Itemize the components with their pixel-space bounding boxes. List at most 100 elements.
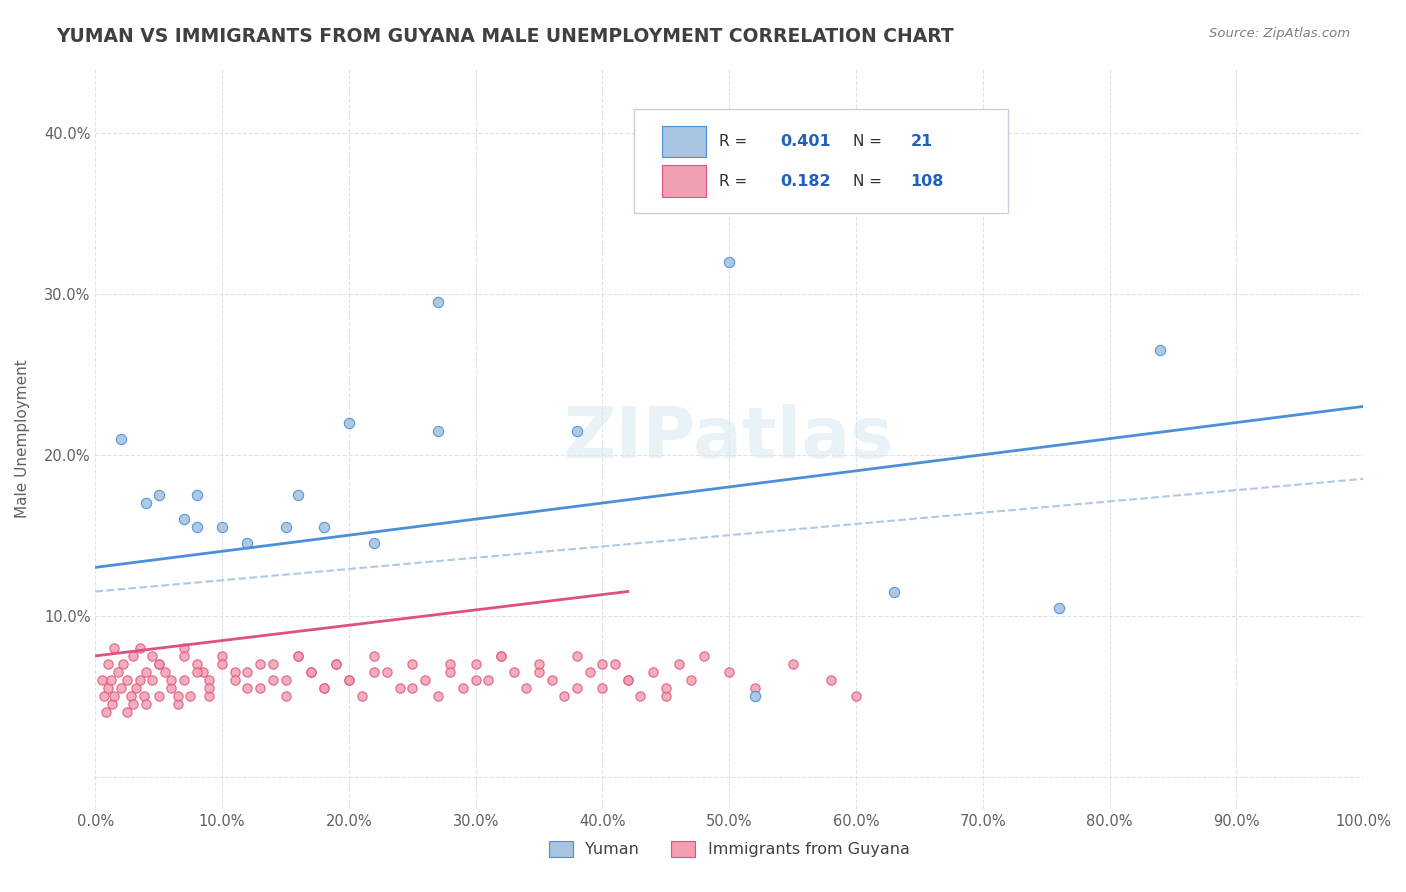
Point [337, 416, 360, 430]
Point [464, 673, 486, 687]
Point [630, 689, 652, 703]
Point [388, 681, 411, 695]
Point [477, 673, 499, 687]
Y-axis label: Male Unemployment: Male Unemployment [15, 359, 30, 518]
Point [782, 657, 804, 671]
Point [141, 673, 163, 687]
Point [287, 488, 309, 502]
Point [249, 681, 271, 695]
Point [617, 673, 640, 687]
Point [101, 697, 124, 711]
Point [426, 294, 449, 309]
Point [186, 657, 208, 671]
Text: N =: N = [853, 174, 887, 188]
Point [718, 665, 741, 679]
Point [845, 689, 868, 703]
Point [160, 681, 183, 695]
Point [128, 673, 150, 687]
Point [426, 424, 449, 438]
Point [350, 689, 373, 703]
Point [617, 673, 640, 687]
Point [236, 665, 259, 679]
Text: R =: R = [718, 135, 752, 149]
Point [103, 689, 125, 703]
Point [236, 681, 259, 695]
Text: R =: R = [718, 174, 752, 188]
Point [211, 648, 233, 663]
Point [312, 520, 335, 534]
Point [148, 657, 170, 671]
Point [132, 689, 155, 703]
Point [112, 657, 135, 671]
Point [198, 673, 221, 687]
Point [565, 681, 588, 695]
Point [191, 665, 214, 679]
Point [179, 689, 201, 703]
Point [173, 512, 195, 526]
Point [744, 681, 766, 695]
Point [122, 648, 145, 663]
Point [655, 681, 678, 695]
Point [148, 657, 170, 671]
Point [325, 657, 347, 671]
Point [274, 520, 297, 534]
Point [591, 657, 613, 671]
Point [527, 657, 550, 671]
Point [299, 665, 322, 679]
Point [122, 697, 145, 711]
Point [540, 673, 562, 687]
Text: ZIPatlas: ZIPatlas [564, 404, 894, 473]
Point [605, 657, 627, 671]
Point [262, 673, 284, 687]
Point [186, 665, 208, 679]
Point [94, 705, 117, 719]
Point [274, 689, 297, 703]
Point [363, 665, 385, 679]
Point [211, 657, 233, 671]
Point [401, 681, 423, 695]
Point [186, 520, 208, 534]
Point [160, 673, 183, 687]
Point [110, 432, 132, 446]
Legend: Yuman, Immigrants from Guyana: Yuman, Immigrants from Guyana [543, 834, 917, 863]
Point [166, 689, 188, 703]
Point [883, 584, 905, 599]
Point [287, 648, 309, 663]
Point [173, 673, 195, 687]
Point [236, 536, 259, 550]
Point [141, 648, 163, 663]
Text: 108: 108 [911, 174, 943, 188]
Point [527, 665, 550, 679]
Point [1047, 600, 1070, 615]
Point [1149, 343, 1171, 358]
Text: YUMAN VS IMMIGRANTS FROM GUYANA MALE UNEMPLOYMENT CORRELATION CHART: YUMAN VS IMMIGRANTS FROM GUYANA MALE UNE… [56, 27, 955, 45]
Point [110, 681, 132, 695]
Point [90, 673, 112, 687]
Point [451, 681, 474, 695]
Point [97, 681, 120, 695]
Point [211, 520, 233, 534]
Point [591, 681, 613, 695]
Point [375, 665, 398, 679]
Point [274, 673, 297, 687]
Point [489, 648, 512, 663]
Point [312, 681, 335, 695]
Point [325, 657, 347, 671]
Point [153, 665, 176, 679]
Point [148, 689, 170, 703]
Text: 0.401: 0.401 [780, 135, 831, 149]
Point [363, 648, 385, 663]
Point [515, 681, 537, 695]
Point [262, 657, 284, 671]
Point [173, 648, 195, 663]
Point [198, 689, 221, 703]
Point [224, 673, 246, 687]
Point [820, 673, 842, 687]
Point [681, 673, 703, 687]
Point [148, 488, 170, 502]
Text: 0.182: 0.182 [780, 174, 831, 188]
Point [97, 657, 120, 671]
Point [693, 648, 716, 663]
Point [249, 657, 271, 671]
Point [668, 657, 690, 671]
